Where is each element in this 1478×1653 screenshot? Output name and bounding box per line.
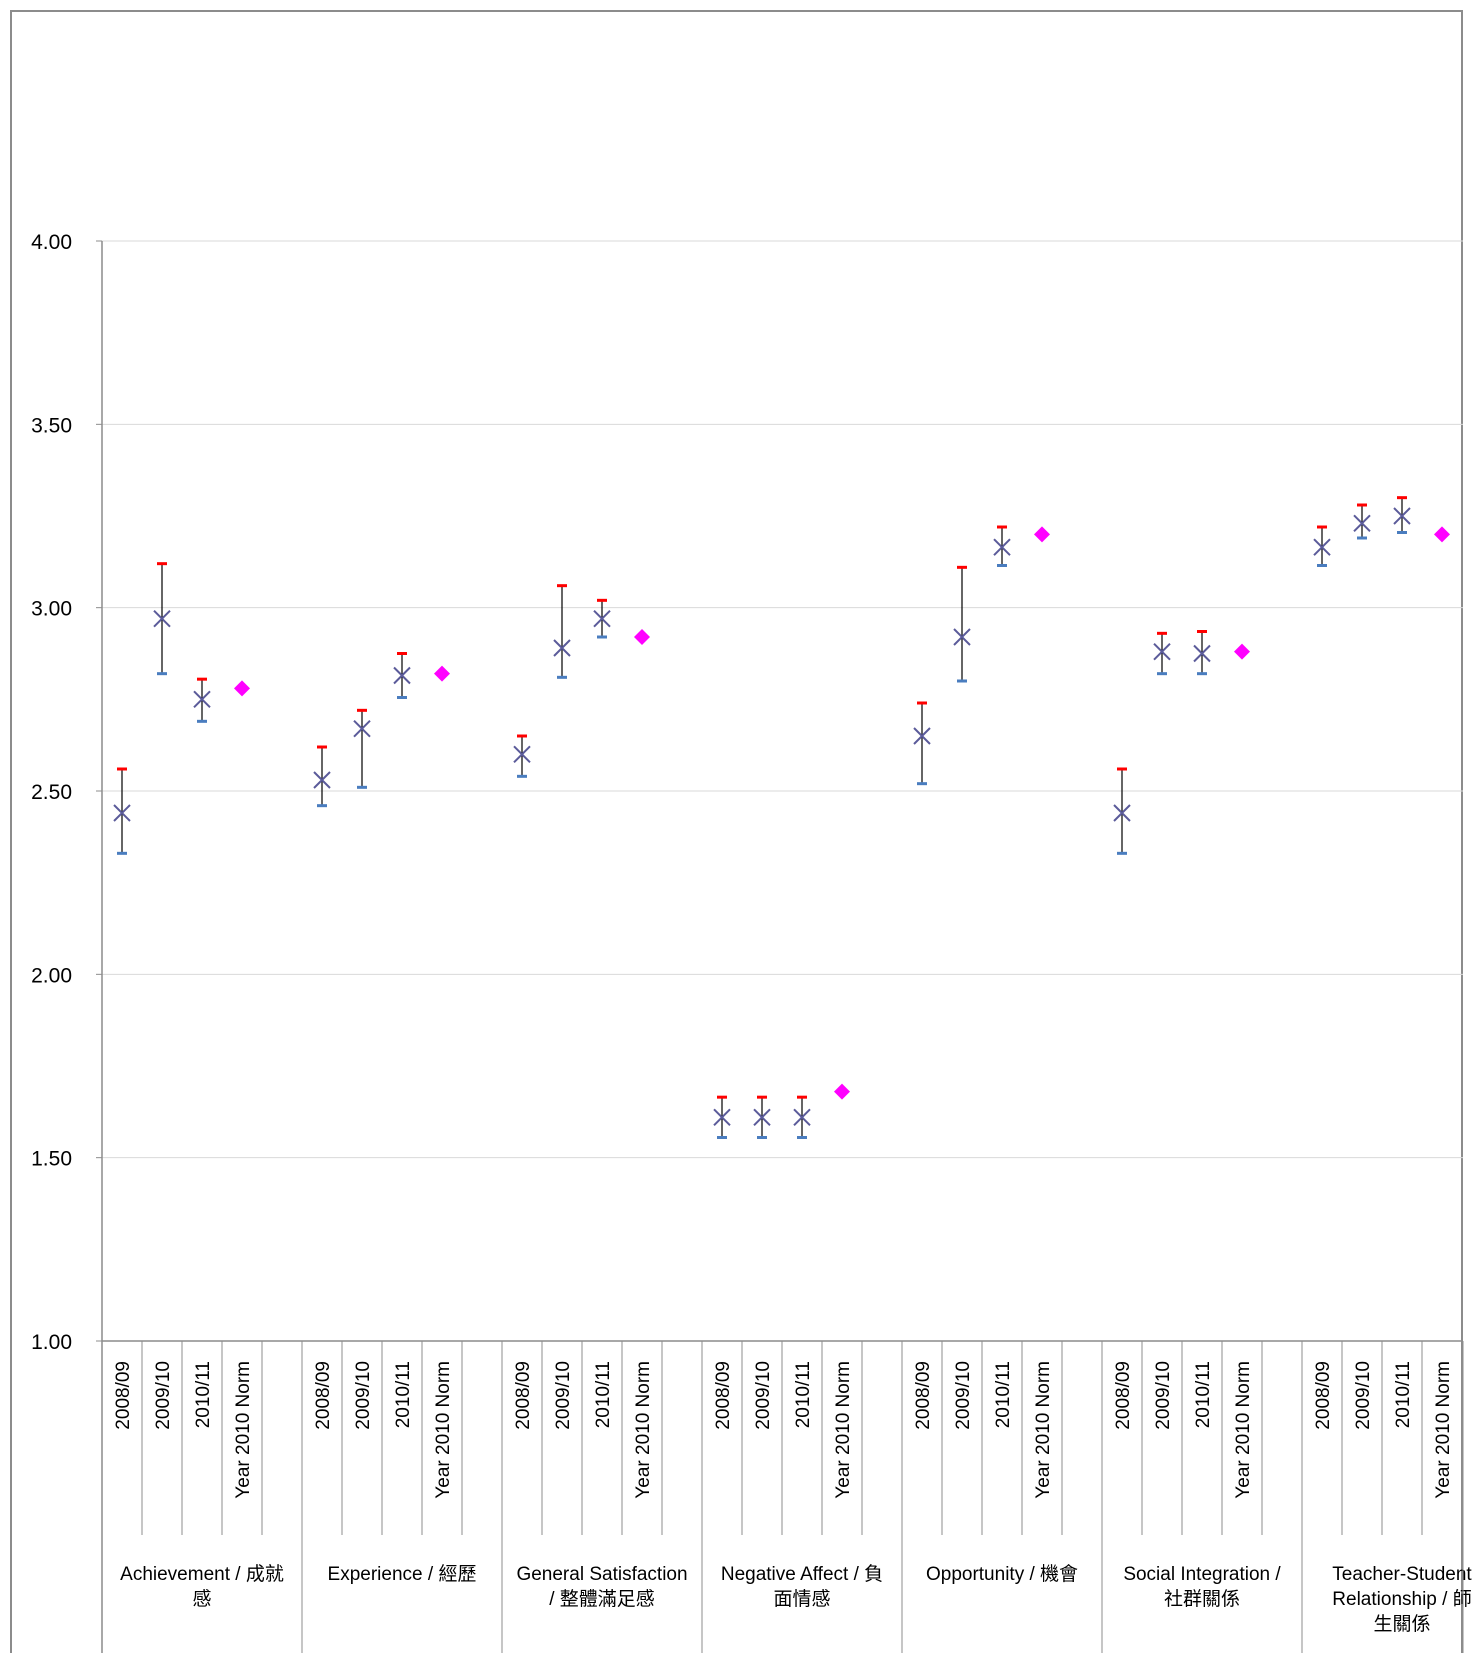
x-tick-label: 2008/09: [913, 1361, 934, 1430]
y-tick-label: 2.00: [31, 964, 72, 987]
y-tick-label: 1.50: [31, 1148, 72, 1171]
x-tick-label: 2010/11: [993, 1361, 1014, 1428]
x-tick-label: Year 2010 Norm: [633, 1361, 654, 1499]
x-tick-label: 2010/11: [1193, 1361, 1214, 1428]
group-label: Achievement / 成就: [120, 1563, 284, 1585]
x-tick-label: 2010/11: [393, 1361, 414, 1428]
group-label: 面情感: [773, 1588, 830, 1610]
group-label: Relationship / 師: [1332, 1588, 1471, 1610]
x-tick-label: 2009/10: [353, 1361, 374, 1430]
mean-marker: [913, 727, 931, 745]
x-tick-label: 2008/09: [513, 1361, 534, 1430]
x-tick-label: Year 2010 Norm: [233, 1361, 254, 1499]
group-label: Negative Affect / 負: [721, 1563, 883, 1585]
norm-marker: [634, 629, 650, 645]
mean-marker: [1313, 538, 1331, 556]
group-label: Teacher-Student: [1332, 1564, 1472, 1585]
mean-marker: [953, 628, 971, 646]
x-tick-label: Year 2010 Norm: [1233, 1361, 1254, 1499]
group-label: Social Integration /: [1123, 1564, 1281, 1585]
norm-marker: [1434, 526, 1450, 543]
mean-marker: [513, 745, 531, 764]
norm-marker: [434, 665, 450, 682]
norm-marker: [234, 680, 250, 697]
x-tick-label: 2009/10: [1153, 1361, 1174, 1430]
group-label: 感: [192, 1588, 211, 1610]
x-tick-label: 2008/09: [113, 1361, 134, 1430]
y-tick-label: 3.50: [31, 414, 72, 437]
mean-marker: [153, 609, 171, 628]
x-tick-label: 2010/11: [1393, 1361, 1414, 1428]
y-tick-label: 1.00: [31, 1331, 72, 1354]
group-label: / 整體滿足感: [549, 1588, 655, 1610]
x-tick-label: 2010/11: [193, 1361, 214, 1428]
group-label: Opportunity / 機會: [926, 1563, 1078, 1585]
mean-marker: [113, 804, 131, 822]
mean-marker: [1353, 514, 1371, 533]
mean-marker: [353, 719, 371, 738]
group-label: 生關係: [1373, 1613, 1430, 1635]
mean-marker: [553, 639, 571, 657]
group-label: General Satisfaction: [516, 1564, 687, 1585]
x-tick-label: 2009/10: [153, 1361, 174, 1430]
x-tick-label: Year 2010 Norm: [1433, 1361, 1454, 1499]
norm-marker: [834, 1083, 850, 1100]
mean-marker: [1153, 642, 1171, 661]
x-tick-label: 2009/10: [953, 1361, 974, 1430]
x-tick-label: Year 2010 Norm: [433, 1361, 454, 1499]
x-tick-label: 2009/10: [1353, 1361, 1374, 1430]
mean-marker: [393, 666, 411, 685]
x-tick-label: Year 2010 Norm: [833, 1361, 854, 1499]
y-tick-label: 4.00: [31, 231, 72, 254]
y-tick-label: 2.50: [31, 781, 72, 804]
x-tick-label: 2010/11: [793, 1361, 814, 1428]
mean-marker: [993, 538, 1011, 556]
x-tick-label: 2008/09: [1313, 1361, 1334, 1430]
norm-marker: [1234, 643, 1250, 660]
y-tick-label: 3.00: [31, 598, 72, 621]
x-tick-label: 2008/09: [713, 1361, 734, 1430]
norm-marker: [1034, 526, 1050, 543]
x-tick-label: 2008/09: [1113, 1361, 1134, 1430]
mean-marker: [593, 609, 611, 628]
chart-frame: [10, 10, 1463, 1653]
group-label: Experience / 經歷: [328, 1563, 477, 1585]
x-tick-label: Year 2010 Norm: [1033, 1361, 1054, 1499]
mean-marker: [1393, 507, 1411, 525]
x-tick-label: 2008/09: [313, 1361, 334, 1430]
mean-marker: [753, 1108, 771, 1127]
group-label: 社群關係: [1164, 1588, 1240, 1610]
mean-marker: [713, 1108, 731, 1127]
x-tick-label: 2010/11: [593, 1361, 614, 1428]
x-tick-label: 2009/10: [753, 1361, 774, 1430]
x-tick-label: 2009/10: [553, 1361, 574, 1430]
mean-marker: [313, 771, 331, 789]
mean-marker: [793, 1108, 811, 1127]
mean-marker: [193, 690, 211, 709]
mean-marker: [1113, 804, 1131, 822]
mean-marker: [1193, 644, 1211, 663]
